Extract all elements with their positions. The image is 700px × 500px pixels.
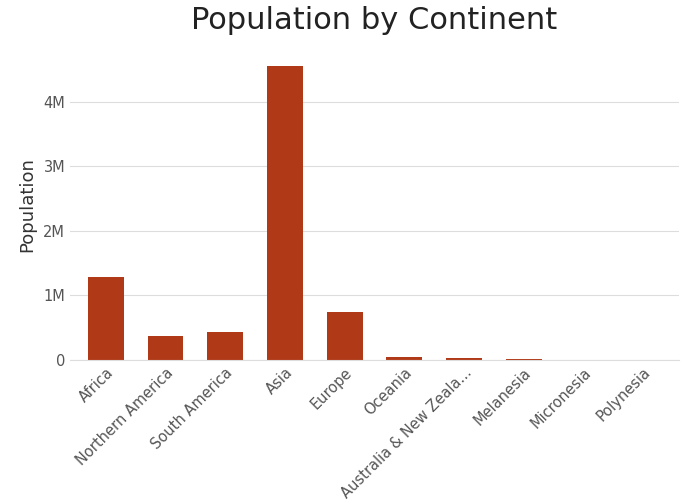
Bar: [148, 336, 183, 360]
Bar: [446, 358, 482, 360]
Bar: [88, 278, 124, 360]
Bar: [267, 66, 303, 360]
Bar: [207, 332, 243, 360]
Title: Population by Continent: Population by Continent: [191, 6, 558, 35]
Bar: [386, 358, 422, 360]
Bar: [327, 312, 363, 360]
Y-axis label: Population: Population: [18, 158, 36, 252]
